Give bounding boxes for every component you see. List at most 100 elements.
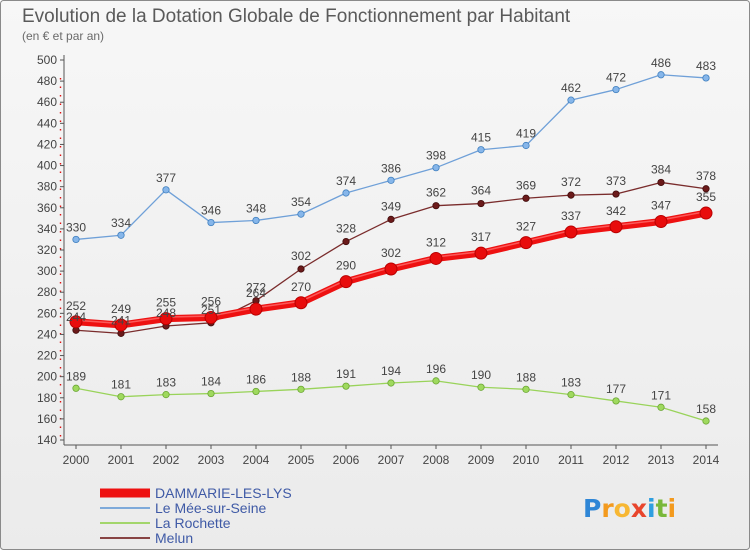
data-point-melun-2012	[612, 190, 620, 198]
data-label-le-mee-sur-seine-2006: 374	[336, 174, 356, 188]
data-label-melun-2006: 328	[336, 222, 356, 236]
x-tick-label: 2008	[423, 453, 450, 467]
data-label-la-rochette-2005: 188	[291, 370, 311, 384]
data-label-dammarie-les-lys-2009: 317	[471, 230, 491, 244]
data-label-melun-2012: 373	[606, 174, 626, 188]
data-label-dammarie-les-lys-2006: 290	[336, 259, 356, 273]
data-point-le-mee-sur-seine-2004	[252, 216, 260, 225]
data-label-dammarie-les-lys-2004: 264	[246, 286, 266, 300]
x-tick-label: 2004	[243, 453, 270, 467]
data-label-melun-2009: 364	[471, 184, 491, 198]
y-tick-label: 300	[37, 264, 57, 278]
data-label-melun-2003: 251	[201, 303, 221, 317]
data-label-la-rochette-2009: 190	[471, 368, 491, 382]
data-point-le-mee-sur-seine-2011	[567, 96, 575, 104]
data-label-le-mee-sur-seine-2012: 472	[606, 71, 626, 85]
data-point-la-rochette-2004	[252, 387, 260, 396]
data-point-dammarie-les-lys-2001	[114, 318, 128, 332]
data-point-le-mee-sur-seine-2003	[207, 218, 215, 227]
data-label-la-rochette-2002: 183	[156, 376, 176, 390]
y-tick-label: 320	[37, 243, 57, 257]
data-point-la-rochette-2000	[72, 384, 80, 392]
data-point-le-mee-sur-seine-2009	[477, 146, 485, 154]
y-tick-label: 400	[37, 159, 57, 173]
data-label-dammarie-les-lys-2011: 337	[561, 209, 581, 223]
data-label-le-mee-sur-seine-2009: 415	[471, 131, 491, 145]
data-point-dammarie-les-lys-2002	[159, 312, 173, 326]
data-point-le-mee-sur-seine-2014	[702, 74, 710, 82]
x-tick-label: 2002	[153, 453, 180, 467]
data-point-le-mee-sur-seine-2008	[432, 164, 440, 172]
data-label-le-mee-sur-seine-2003: 346	[201, 204, 221, 218]
data-label-le-mee-sur-seine-2000: 330	[66, 220, 86, 234]
data-label-la-rochette-2006: 191	[336, 367, 356, 381]
data-point-le-mee-sur-seine-2012	[612, 85, 620, 94]
data-label-le-mee-sur-seine-2014: 483	[696, 59, 716, 73]
legend-label-melun: Melun	[155, 530, 193, 546]
data-point-le-mee-sur-seine-2001	[117, 231, 125, 239]
data-point-dammarie-les-lys-2006	[339, 275, 353, 289]
data-label-la-rochette-2007: 194	[381, 364, 401, 378]
y-tick-label: 240	[37, 327, 57, 341]
x-tick-label: 2013	[648, 453, 675, 467]
chart-title: Evolution de la Dotation Globale de Fonc…	[22, 6, 571, 27]
data-point-le-mee-sur-seine-2010	[522, 141, 530, 150]
x-tick-label: 2006	[333, 453, 360, 467]
x-tick-label: 2005	[288, 453, 315, 467]
y-tick-label: 380	[37, 180, 57, 194]
data-point-la-rochette-2008	[432, 377, 440, 385]
data-point-la-rochette-2002	[162, 391, 170, 399]
data-label-melun-2010: 369	[516, 178, 536, 192]
data-label-dammarie-les-lys-2014: 355	[696, 190, 716, 204]
data-point-la-rochette-2012	[612, 397, 620, 405]
y-tick-label: 180	[37, 391, 57, 405]
data-label-la-rochette-2010: 188	[516, 370, 536, 384]
data-label-la-rochette-2008: 196	[426, 362, 446, 376]
data-label-le-mee-sur-seine-2013: 486	[651, 56, 671, 70]
y-tick-label: 420	[37, 137, 57, 151]
data-point-la-rochette-2006	[342, 382, 350, 390]
data-label-dammarie-les-lys-2000: 252	[66, 299, 86, 313]
logo-letter: o	[614, 494, 631, 523]
data-point-dammarie-les-lys-2011	[564, 225, 578, 239]
data-point-melun-2014	[702, 185, 710, 193]
data-label-dammarie-les-lys-2005: 270	[291, 280, 311, 294]
logo-letter: t	[656, 494, 668, 523]
legend-label-la-rochette: La Rochette	[155, 515, 231, 531]
data-label-la-rochette-2013: 171	[651, 388, 671, 402]
data-point-la-rochette-2011	[567, 391, 575, 399]
y-tick-label: 200	[37, 370, 57, 384]
data-label-la-rochette-2001: 181	[111, 378, 131, 392]
data-label-melun-2007: 349	[381, 199, 401, 213]
data-label-la-rochette-2003: 184	[201, 375, 221, 389]
data-point-melun-2010	[522, 194, 530, 202]
data-point-dammarie-les-lys-2009	[474, 246, 488, 260]
data-point-dammarie-les-lys-2014	[699, 206, 713, 220]
proxiti-logo: Proxiti	[583, 494, 676, 523]
data-point-le-mee-sur-seine-2013	[657, 71, 665, 79]
data-point-la-rochette-2007	[387, 379, 395, 387]
series-la-rochette	[72, 377, 710, 425]
data-label-le-mee-sur-seine-2005: 354	[291, 195, 311, 209]
axes: 140 160 180 200 220 240 260 280 300 320 340 360 380 4…	[37, 53, 720, 467]
data-label-dammarie-les-lys-2010: 327	[516, 220, 536, 234]
y-tick-label: 340	[37, 222, 57, 236]
data-label-le-mee-sur-seine-2002: 377	[156, 171, 176, 185]
x-tick-label: 2014	[693, 453, 720, 467]
series-dammarie-les-lys	[69, 206, 713, 332]
x-tick-label: 2001	[108, 453, 135, 467]
data-point-dammarie-les-lys-2012	[609, 220, 623, 234]
y-tick-label: 220	[37, 349, 57, 363]
data-point-melun-2013	[657, 178, 665, 187]
data-labels-layer: 189 181 183 184 186 188 191 194 196 190 188 183 177 1…	[66, 56, 716, 416]
y-tick-label: 460	[37, 95, 57, 109]
x-tick-label: 2009	[468, 453, 495, 467]
data-label-le-mee-sur-seine-2004: 348	[246, 201, 266, 215]
data-label-dammarie-les-lys-2001: 249	[111, 302, 131, 316]
data-label-dammarie-les-lys-2002: 255	[156, 296, 176, 310]
data-label-le-mee-sur-seine-2007: 386	[381, 161, 401, 175]
data-label-la-rochette-2000: 189	[66, 369, 86, 383]
data-label-melun-2013: 384	[651, 162, 671, 176]
y-tick-label: 140	[37, 433, 57, 447]
